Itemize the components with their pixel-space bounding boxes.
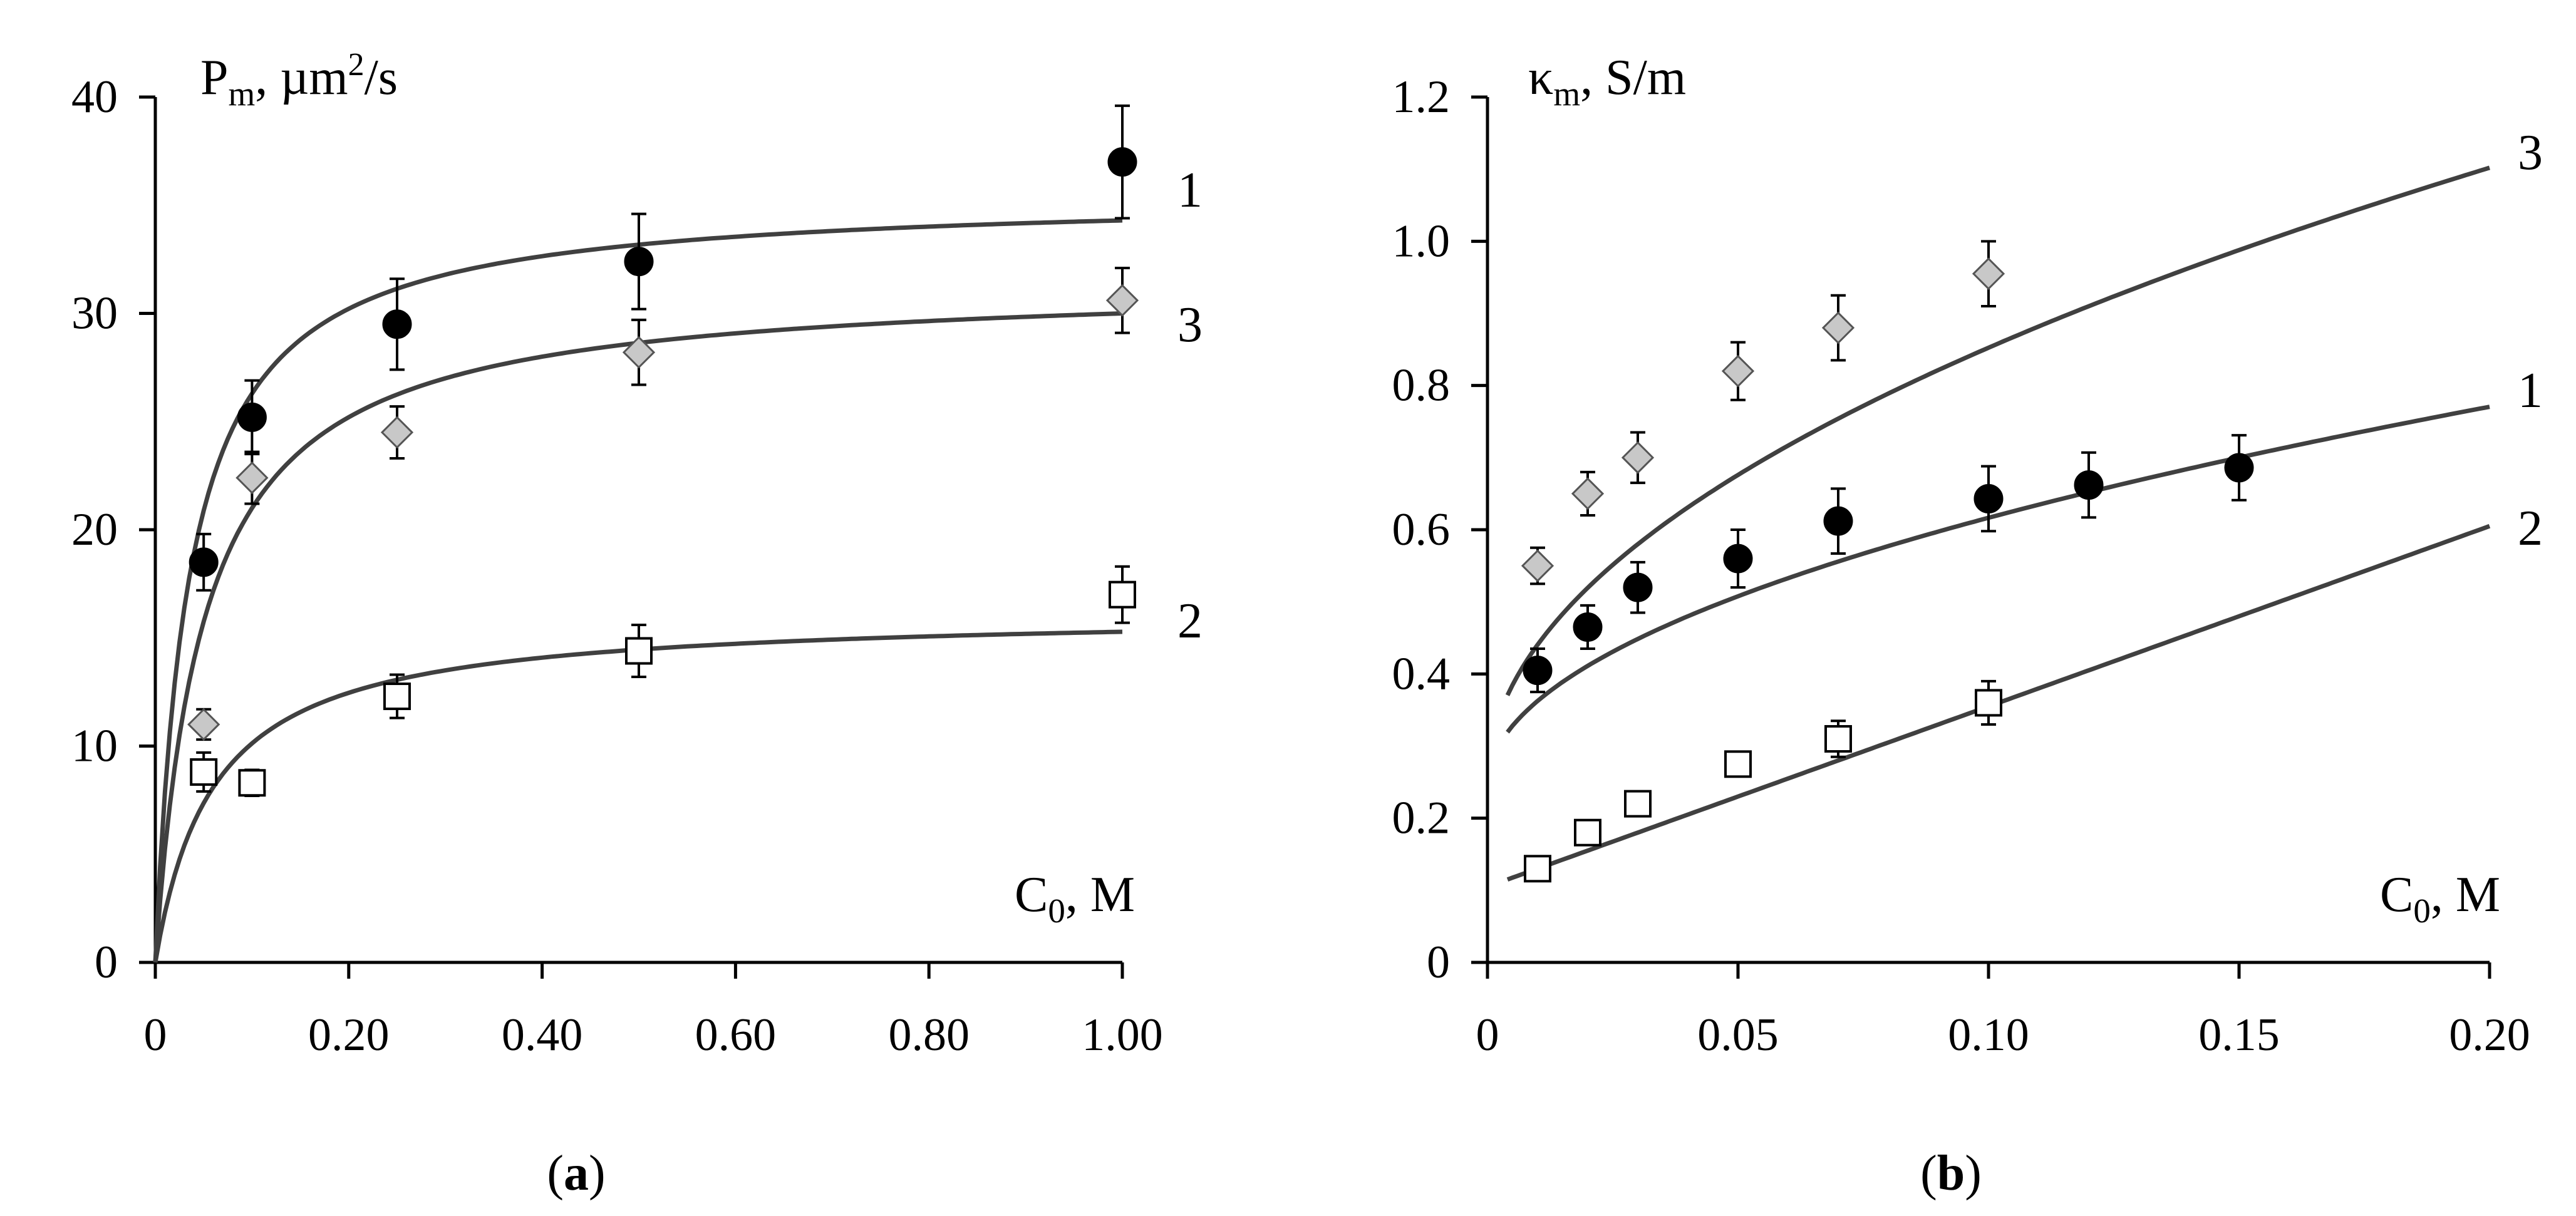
panel-a-point-series-3 <box>622 336 656 369</box>
panel-b-point-series-2 <box>1524 855 1551 883</box>
panel-a-point-series-2 <box>383 683 411 711</box>
panel-b-point-series-2 <box>1574 818 1601 847</box>
panel-a-point-series-1 <box>624 247 654 277</box>
panel-a-point-series-3 <box>235 461 269 495</box>
panel-b: 0 0.2 0.4 0.6 0.8 1.0 1.2 0 0.05 0.10 0.15 0.20 3 1 2… <box>1392 50 2543 1201</box>
panel-a-label: (a) <box>547 1146 605 1201</box>
panel-a-y-tick-label: 30 <box>71 288 118 339</box>
panel-b-x-tick-label: 0.20 <box>2449 1009 2530 1061</box>
panel-a-x-tick-label: 0.60 <box>695 1009 777 1061</box>
panel-b-data-points <box>1521 240 2254 883</box>
panel-b-point-series-1 <box>2224 453 2254 483</box>
panel-a-curve-label-1: 1 <box>1177 163 1203 218</box>
panel-b-point-series-3 <box>1821 311 1855 344</box>
panel-b-point-series-3 <box>1571 477 1605 510</box>
panel-a-y-axis-title: Pm, µm2/s <box>200 47 398 113</box>
panel-b-point-series-2 <box>1724 750 1752 778</box>
panel-a-point-series-3 <box>380 416 414 449</box>
panel-a-x-tick-label: 0.40 <box>502 1009 583 1061</box>
panel-b-labels: 3 1 2 <box>2518 125 2543 556</box>
panel-b-point-series-3 <box>1521 549 1554 582</box>
panel-a-x-tick-label: 1.00 <box>1082 1009 1163 1061</box>
panel-a-axes: 0 10 20 30 40 0 0.20 0.40 0.60 0.80 1.00 <box>71 71 1163 1061</box>
panel-a-x-tick-label: 0 <box>144 1009 167 1061</box>
panel-a-point-series-2 <box>1109 580 1136 609</box>
panel-b-point-series-1 <box>1523 656 1553 686</box>
panel-a-y-tick-label: 10 <box>71 721 118 772</box>
panel-b-y-tick-label: 0.4 <box>1392 648 1451 699</box>
panel-b-point-series-2 <box>1824 724 1852 753</box>
panel-a-x-axis-title: C0, M <box>1015 867 1135 930</box>
panel-b-point-series-2 <box>1624 790 1652 818</box>
panel-b-x-tick-label: 0 <box>1476 1009 1499 1061</box>
panel-b-fit-curve-3 <box>1505 165 2491 696</box>
panel-b-y-tick-label: 0 <box>1427 937 1450 988</box>
panel-b-curve-label-1: 1 <box>2518 363 2543 418</box>
panel-b-point-series-2 <box>1975 689 2002 717</box>
panel-a-point-series-1 <box>237 402 267 432</box>
panel-b-point-series-3 <box>1621 441 1655 474</box>
panel-b-y-tick-label: 1.2 <box>1392 71 1451 123</box>
panel-a-data-points <box>187 104 1139 797</box>
panel-a-y-tick-label: 20 <box>71 504 118 555</box>
panel-b-point-series-1 <box>1823 506 1853 536</box>
panel-b-curve-label-3: 3 <box>2518 125 2543 180</box>
panel-b-y-tick-label: 0.6 <box>1392 504 1451 555</box>
panel-b-point-series-3 <box>1972 257 2005 291</box>
panel-a-fit-curve-2 <box>153 629 1123 963</box>
panel-a-point-series-2 <box>238 769 266 797</box>
panel-a-point-series-1 <box>1107 147 1137 177</box>
panel-a-point-series-2 <box>190 758 218 786</box>
panel-b-y-axis-title: κm, S/m <box>1528 50 1686 113</box>
panel-a-x-tick-label: 0.80 <box>888 1009 970 1061</box>
panel-a-point-series-2 <box>625 637 653 665</box>
panel-b-y-tick-label: 1.0 <box>1392 215 1451 267</box>
panel-b-axes: 0 0.2 0.4 0.6 0.8 1.0 1.2 0 0.05 0.10 0.15 0.20 <box>1392 71 2530 1061</box>
panel-b-point-series-3 <box>1721 354 1755 388</box>
panel-b-point-series-1 <box>2074 470 2104 500</box>
panel-a: 0 10 20 30 40 0 0.20 0.40 0.60 0.80 1.00 1 3 2 Pm, µ… <box>71 47 1203 1201</box>
panel-a-point-series-3 <box>1105 284 1139 317</box>
panel-a-labels: 1 3 2 <box>1177 163 1203 649</box>
panel-a-y-tick-label: 40 <box>71 71 118 123</box>
panel-a-point-series-1 <box>382 309 412 339</box>
panel-b-point-series-1 <box>1623 572 1653 602</box>
panel-b-x-axis-title: C0, M <box>2380 867 2500 930</box>
panel-a-curve-label-2: 2 <box>1177 594 1203 649</box>
panel-b-point-series-1 <box>1973 483 2004 513</box>
panel-a-point-series-3 <box>187 708 220 741</box>
panel-a-curve-label-3: 3 <box>1177 297 1203 353</box>
panel-a-point-series-1 <box>189 547 219 577</box>
panel-b-point-series-1 <box>1723 544 1753 574</box>
panel-b-y-tick-label: 0.8 <box>1392 360 1451 411</box>
panel-b-curve-label-2: 2 <box>2518 501 2543 556</box>
panel-a-x-tick-label: 0.20 <box>308 1009 390 1061</box>
panel-b-x-tick-label: 0.10 <box>1948 1009 2029 1061</box>
panel-b-label: (b) <box>1920 1146 1982 1201</box>
panel-b-point-series-1 <box>1573 612 1603 642</box>
panel-a-y-tick-label: 0 <box>95 937 118 988</box>
panel-b-x-tick-label: 0.15 <box>2198 1009 2280 1061</box>
panel-b-y-tick-label: 0.2 <box>1392 793 1451 844</box>
panel-b-fit-curve-1 <box>1506 404 2490 734</box>
panel-b-x-tick-label: 0.05 <box>1697 1009 1779 1061</box>
